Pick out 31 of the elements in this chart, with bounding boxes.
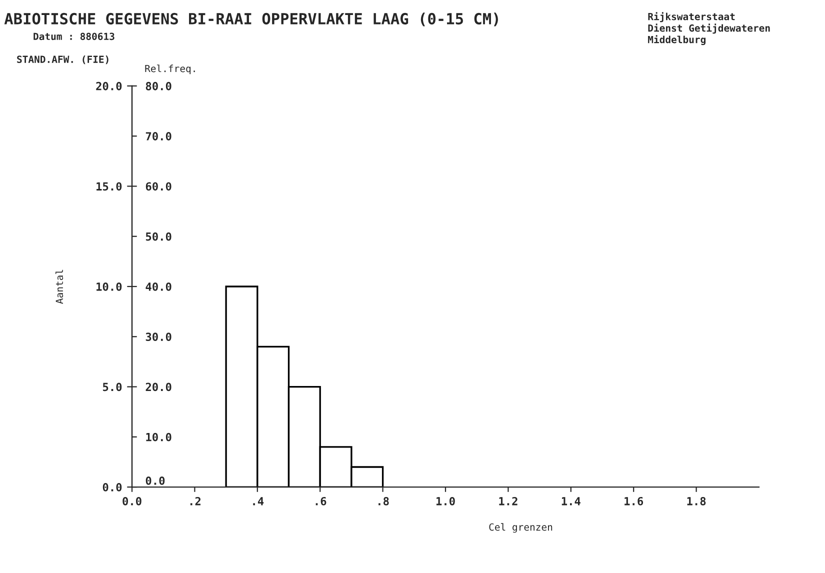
x-tick-label: 1.0	[436, 496, 455, 506]
y2-tick-label: 50.0	[146, 232, 172, 241]
text: STAND.AFW. (FIE)	[17, 55, 108, 64]
y2-tick-label: 20.0	[146, 382, 172, 392]
text: Rijkswaterstaat Dienst Getijdewateren Middelburg	[648, 12, 770, 46]
y2-axis-title: Rel.freq.	[145, 64, 195, 74]
y-tick-label: 15.0	[96, 182, 122, 191]
x-tick-label: 1.8	[687, 496, 706, 506]
x-tick-label: 1.2	[499, 496, 518, 506]
x-tick-label: 1.4	[562, 497, 580, 506]
x-tick-label: .4	[253, 497, 264, 506]
y-tick-label: 0.0	[102, 483, 122, 492]
y2-tick-label: 30.0	[146, 332, 172, 342]
y2-tick-label: 40.0	[146, 282, 172, 291]
x-tick-label: .8	[378, 496, 389, 506]
y-tick-label: 20.0	[96, 82, 122, 90]
x-tick-label: .2	[190, 496, 200, 506]
y-tick-label: 10.0	[96, 282, 122, 291]
chart-title: ABIOTISCHE GEGEVENS BI-RAAI OPPERVLAKTE LAAG (0-15 CM)	[4, 12, 498, 26]
y2-tick-label: 60.0	[146, 182, 172, 191]
y2-tick-label: 70.0	[146, 132, 172, 140]
y2-tick-label: 0.0	[146, 476, 165, 485]
x-tick-label: 1.6	[624, 496, 644, 506]
y2-tick-label: 10.0	[146, 432, 172, 442]
y2-tick-label: 80.0	[146, 82, 172, 90]
chart-subtitle: Datum : 880613	[34, 32, 114, 40]
y-tick-label: 5.0	[102, 382, 122, 392]
x-axis-title: Cel grenzen	[489, 523, 552, 533]
x-tick-label: .6	[316, 496, 326, 506]
y-axis-title: Aantal	[56, 270, 64, 304]
x-tick-label: 0.0	[122, 496, 142, 506]
